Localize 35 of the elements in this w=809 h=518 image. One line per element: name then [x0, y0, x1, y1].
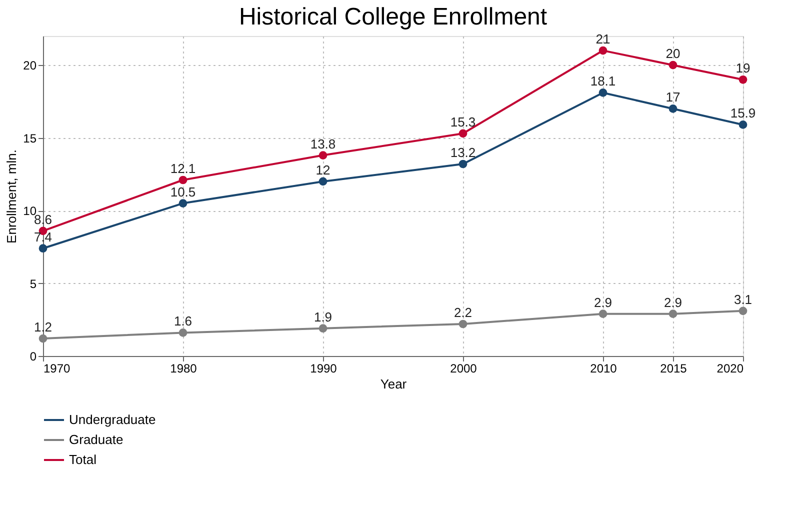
data-label: 13.8 [310, 136, 336, 152]
data-label: 21 [596, 32, 610, 47]
y-tick-label: 5 [30, 276, 37, 291]
x-axis-title: Year [380, 376, 408, 392]
data-label: 13.2 [450, 145, 476, 160]
legend-label: Graduate [69, 432, 124, 447]
data-label: 3.1 [734, 292, 752, 307]
data-label: 10.5 [170, 184, 196, 200]
y-tick-label: 20 [23, 58, 37, 73]
data-label: 20 [666, 46, 680, 62]
x-tick-label: 1990 [310, 362, 338, 376]
y-tick-label: 0 [30, 350, 37, 364]
data-label: 2.2 [454, 305, 472, 320]
data-label: 17 [666, 90, 680, 105]
data-label: 19 [736, 60, 750, 76]
x-tick-label: 1980 [170, 362, 198, 376]
x-tick-label: 2020 [716, 362, 744, 376]
data-label: 1.6 [174, 314, 192, 329]
chart-title: Historical College Enrollment [238, 4, 548, 31]
data-label: 18.1 [590, 74, 616, 89]
legend-label: Total [69, 452, 97, 467]
y-tick-label: 15 [23, 131, 37, 146]
data-label: 12 [316, 162, 330, 178]
x-tick-label: 2015 [660, 362, 688, 376]
legend-label: Undergraduate [69, 412, 156, 427]
data-label: 2.9 [664, 294, 682, 310]
data-label: 1.9 [314, 309, 332, 324]
data-label: 15.3 [450, 114, 476, 130]
x-tick-label: 2000 [450, 362, 478, 376]
data-label: 15.9 [730, 106, 756, 121]
x-tick-label: 2010 [590, 362, 618, 376]
data-label: 2.9 [594, 294, 612, 310]
y-axis-title: Enrollment, mln. [4, 150, 20, 244]
x-tick-label: 1970 [44, 362, 71, 376]
data-label: 12.1 [170, 161, 196, 176]
